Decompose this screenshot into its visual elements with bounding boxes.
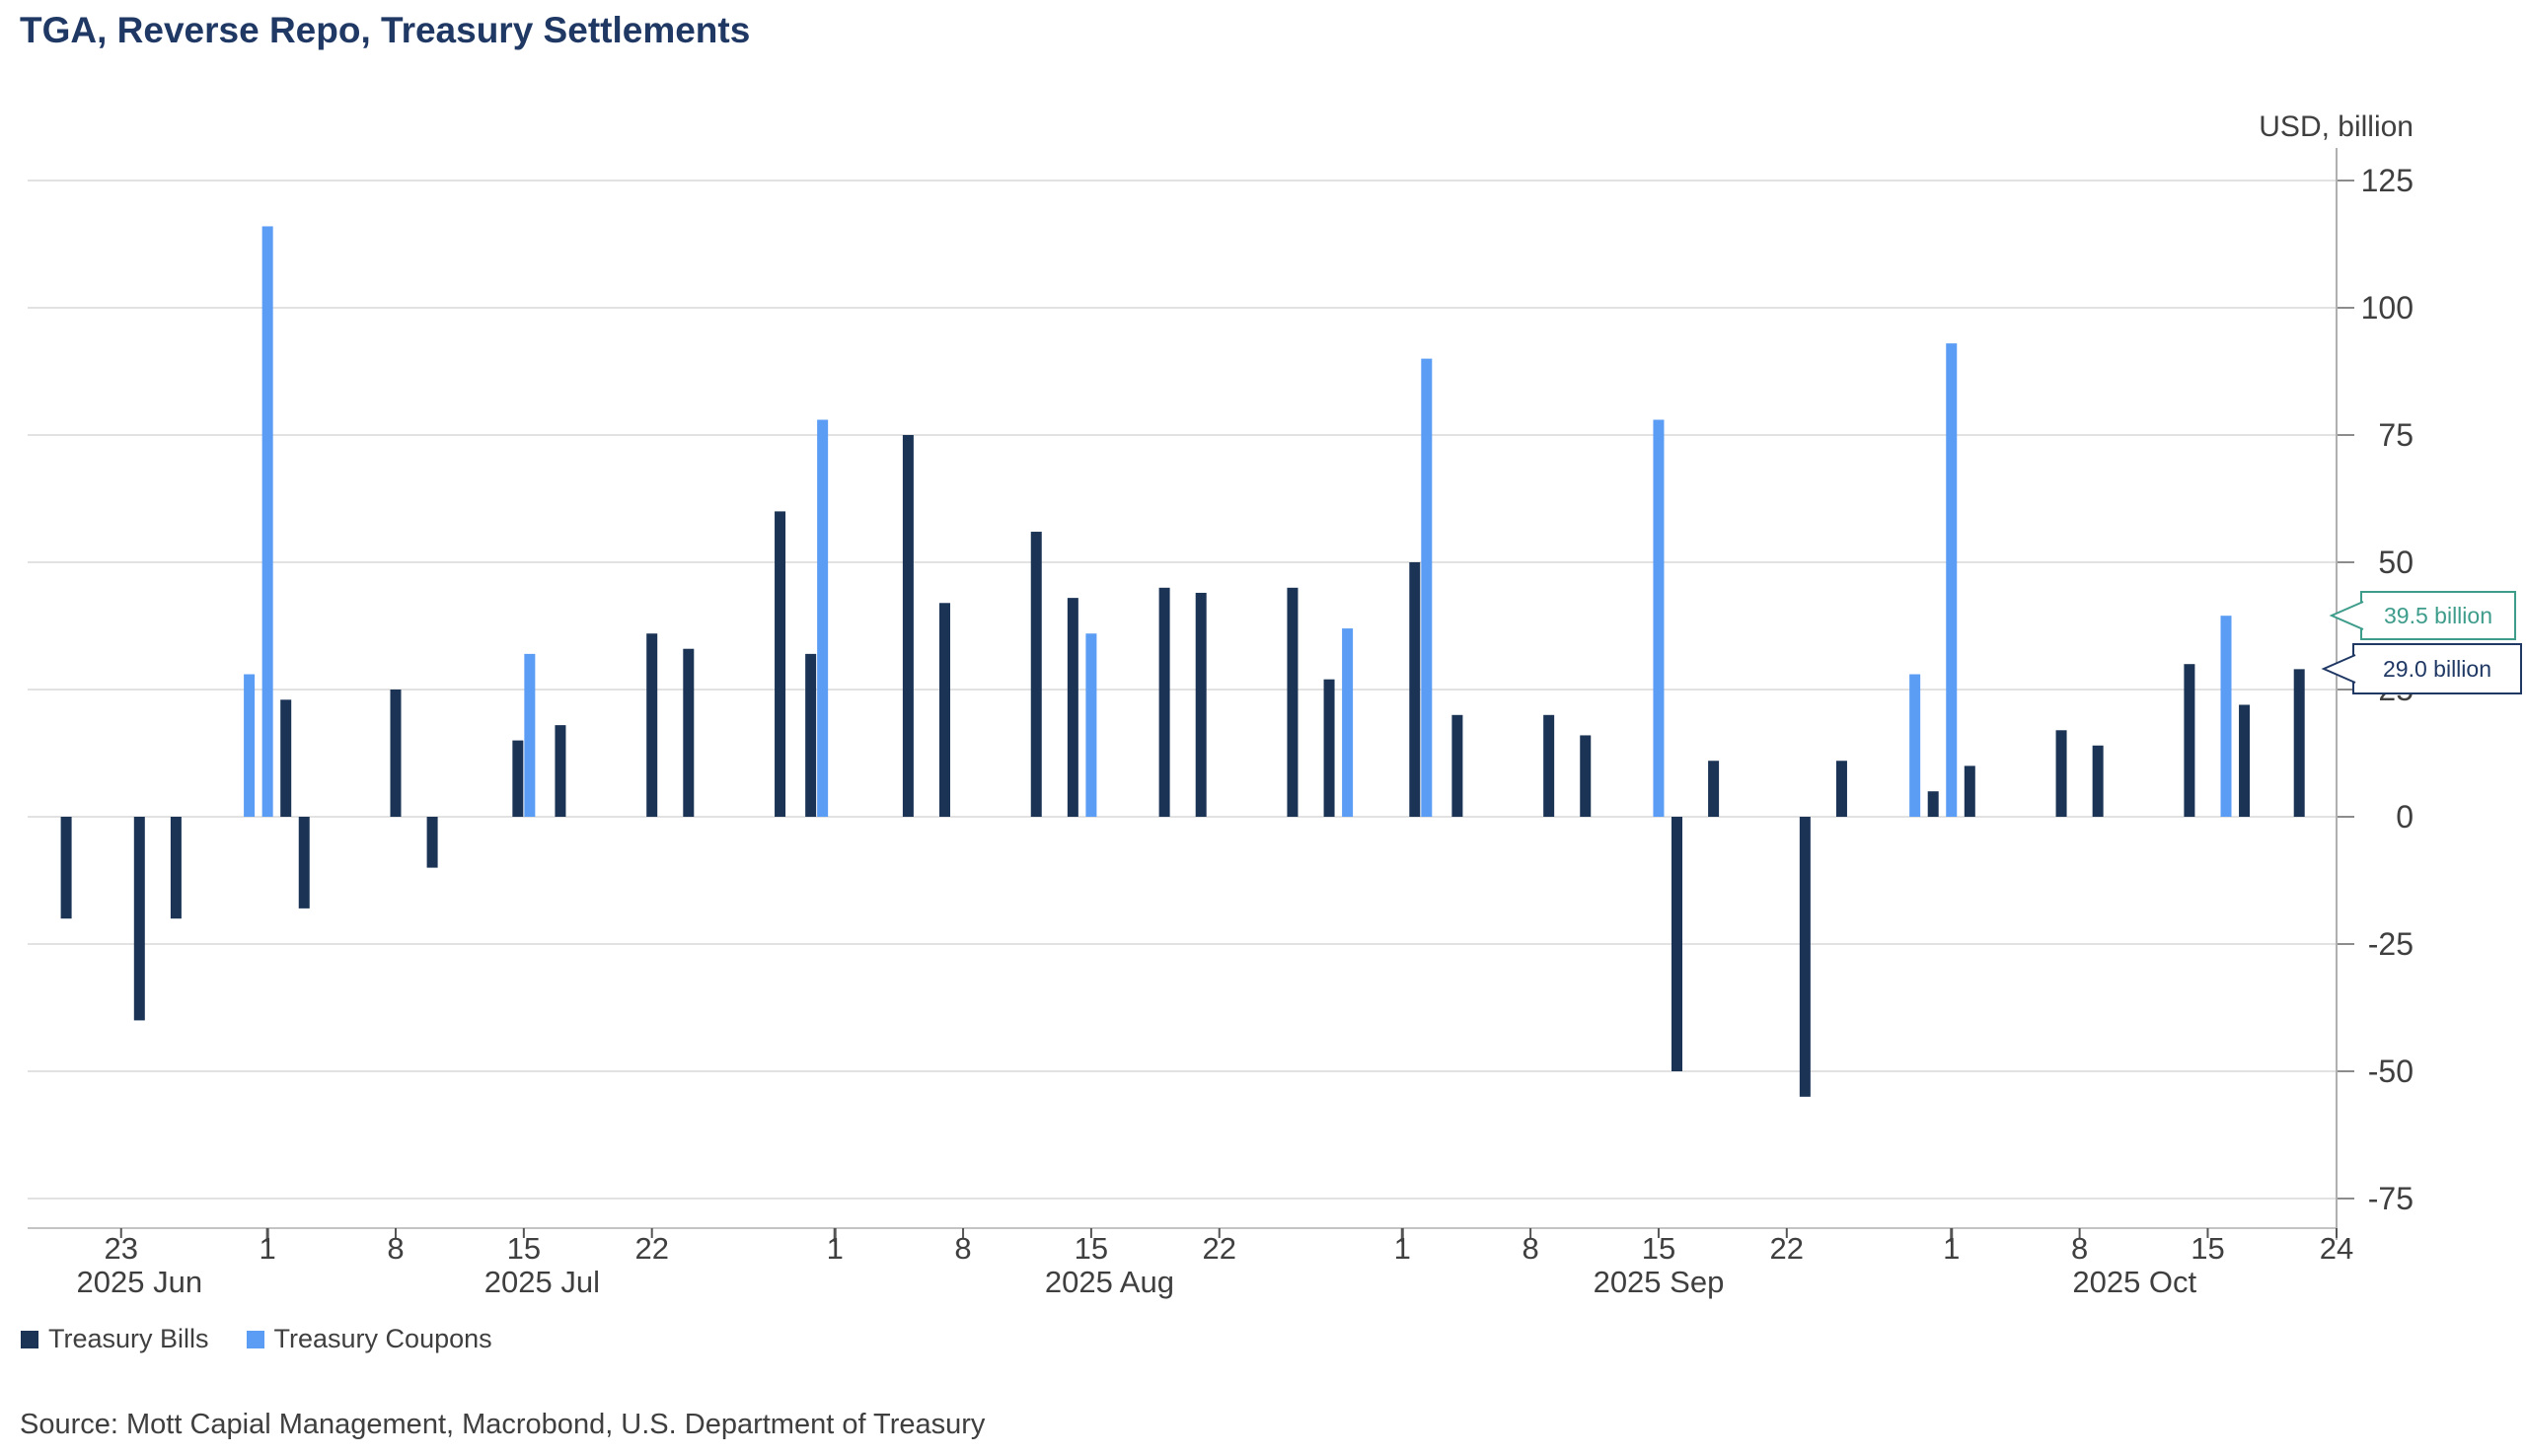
y-axis-unit-label: USD, billion (2259, 110, 2414, 143)
bar-treasury-bills (1580, 735, 1592, 817)
bar-treasury-bills (60, 817, 72, 919)
bar-treasury-bills (133, 817, 145, 1021)
treasury-bills-swatch-icon (21, 1330, 38, 1348)
y-tick-label: -75 (2368, 1181, 2414, 1216)
bar-treasury-coupons (1946, 343, 1958, 817)
x-tick-label: 8 (2071, 1231, 2088, 1266)
bar-treasury-coupons (261, 226, 273, 817)
bar-treasury-bills (1287, 587, 1299, 817)
bar-treasury-bills (1835, 761, 1847, 817)
bar-treasury-coupons (1909, 674, 1921, 817)
y-tick-label: 50 (2378, 545, 2414, 580)
month-label: 2025 Oct (2072, 1265, 2196, 1299)
bar-treasury-bills (683, 648, 695, 817)
callout-coupons-value-label: 39.5 billion (2384, 602, 2492, 628)
bar-treasury-bills (2055, 730, 2067, 817)
bar-treasury-bills (2239, 704, 2251, 817)
x-tick-label: 1 (1394, 1231, 1411, 1266)
legend-item-treasury-bills: Treasury Bills (21, 1324, 209, 1354)
bar-treasury-bills (1672, 817, 1682, 1071)
bar-treasury-bills (170, 817, 182, 919)
bar-treasury-coupons (817, 419, 829, 817)
bar-treasury-bills (1964, 765, 1975, 817)
x-tick-label: 1 (1943, 1231, 1960, 1266)
callout-coupons-last-value: 39.5 billion (2329, 591, 2516, 640)
bar-treasury-bills (2184, 664, 2195, 817)
bar-treasury-bills (646, 633, 658, 817)
callout-bills-last-value: 29.0 billion (2321, 643, 2522, 694)
x-tick-label: 15 (1075, 1231, 1108, 1266)
x-tick-label: 23 (105, 1231, 138, 1266)
bar-treasury-coupons (1342, 628, 1354, 817)
bar-treasury-bills (426, 817, 438, 868)
callout-arrow-icon (2329, 601, 2364, 630)
x-tick-label: 1 (260, 1231, 276, 1266)
x-tick-label: 8 (387, 1231, 404, 1266)
bar-treasury-bills (939, 603, 950, 817)
x-tick-label: 1 (827, 1231, 844, 1266)
x-tick-label: 15 (2191, 1231, 2224, 1266)
x-tick-label: 22 (1203, 1231, 1236, 1266)
x-tick-label: 15 (1642, 1231, 1675, 1266)
month-label: 2025 Aug (1045, 1265, 1174, 1299)
x-tick-label: 22 (1770, 1231, 1804, 1266)
bar-treasury-bills (805, 653, 817, 817)
bar-treasury-bills (1799, 817, 1811, 1097)
bar-treasury-bills (1323, 679, 1335, 817)
treasury-coupons-swatch-icon (246, 1330, 264, 1348)
month-label: 2025 Sep (1594, 1265, 1725, 1299)
x-tick-label: 22 (634, 1231, 668, 1266)
bar-treasury-bills (2293, 669, 2305, 817)
bar-treasury-coupons (1653, 419, 1665, 817)
callout-bills-value-label: 29.0 billion (2383, 655, 2491, 682)
x-tick-label: 8 (1522, 1231, 1538, 1266)
legend-label-treasury-coupons: Treasury Coupons (273, 1324, 492, 1353)
x-tick-label: 15 (507, 1231, 541, 1266)
y-tick-label: 100 (2361, 290, 2414, 326)
bar-treasury-bills (1708, 761, 1720, 817)
legend-item-treasury-coupons: Treasury Coupons (246, 1324, 492, 1354)
bar-treasury-bills (1927, 791, 1939, 817)
legend: Treasury Bills Treasury Coupons (21, 1324, 492, 1354)
bar-treasury-bills (298, 817, 310, 909)
y-tick-label: -25 (2368, 926, 2414, 962)
x-tick-label: 24 (2320, 1231, 2353, 1266)
bar-treasury-coupons (1085, 633, 1097, 817)
bar-treasury-bills (1195, 592, 1207, 817)
bar-treasury-bills (1030, 532, 1042, 817)
bar-treasury-bills (1543, 714, 1555, 817)
bar-treasury-coupons (524, 653, 536, 817)
bar-treasury-bills (1067, 598, 1078, 817)
bar-treasury-bills (390, 690, 402, 817)
source-note: Source: Mott Capial Management, Macrobon… (20, 1409, 986, 1440)
callout-arrow-icon (2321, 654, 2356, 684)
month-label: 2025 Jun (77, 1265, 203, 1299)
bar-treasury-bills (280, 699, 292, 817)
bar-treasury-bills (902, 435, 914, 817)
y-tick-label: 75 (2378, 417, 2414, 453)
bar-treasury-bills (555, 725, 566, 817)
y-tick-label: 0 (2396, 799, 2414, 835)
month-label: 2025 Jul (484, 1265, 600, 1299)
x-tick-label: 8 (954, 1231, 971, 1266)
bar-treasury-coupons (2220, 616, 2232, 817)
bar-treasury-bills (1158, 587, 1170, 817)
bar-treasury-bills (1409, 562, 1421, 817)
bar-treasury-bills (775, 511, 786, 817)
bar-treasury-coupons (244, 674, 256, 817)
bar-treasury-bills (2092, 745, 2104, 817)
y-tick-label: 125 (2361, 163, 2414, 198)
bar-treasury-coupons (1421, 358, 1433, 817)
bar-treasury-bills (1451, 714, 1463, 817)
bar-treasury-bills (512, 740, 524, 817)
legend-label-treasury-bills: Treasury Bills (48, 1324, 209, 1353)
y-tick-label: -50 (2368, 1054, 2414, 1089)
chart-title: TGA, Reverse Repo, Treasury Settlements (20, 10, 751, 50)
